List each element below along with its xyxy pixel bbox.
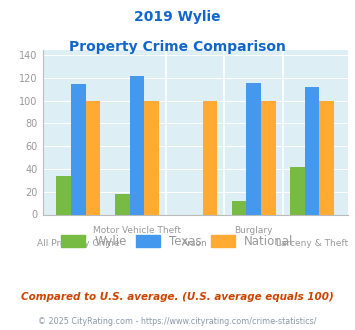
Text: Motor Vehicle Theft: Motor Vehicle Theft [93,226,181,235]
Text: Larceny & Theft: Larceny & Theft [276,239,348,248]
Bar [130,76,144,214]
Text: All Property Crime: All Property Crime [37,239,120,248]
Bar [290,167,305,214]
Text: Property Crime Comparison: Property Crime Comparison [69,40,286,53]
Text: Burglary: Burglary [234,226,273,235]
Text: © 2025 CityRating.com - https://www.cityrating.com/crime-statistics/: © 2025 CityRating.com - https://www.city… [38,317,317,326]
Bar [86,101,100,214]
Bar [232,201,246,214]
Bar [115,194,130,214]
Bar [246,82,261,214]
Bar [305,87,320,214]
Bar [261,101,275,214]
Text: Compared to U.S. average. (U.S. average equals 100): Compared to U.S. average. (U.S. average … [21,292,334,302]
Text: Arson: Arson [182,239,208,248]
Bar [320,101,334,214]
Legend: Wylie, Texas, National: Wylie, Texas, National [56,230,299,253]
Bar [144,101,159,214]
Bar [203,101,217,214]
Bar [71,83,86,214]
Bar [56,176,71,214]
Text: 2019 Wylie: 2019 Wylie [134,10,221,24]
